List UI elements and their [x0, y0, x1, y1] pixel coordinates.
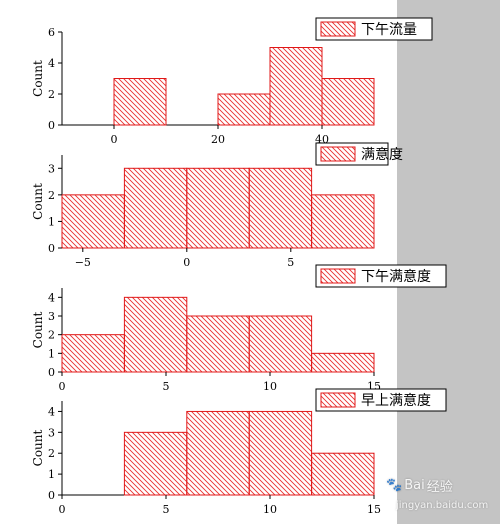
histogram-bar — [321, 78, 375, 126]
histogram-bar — [311, 352, 375, 373]
x-tick-label: 0 — [59, 380, 66, 393]
histogram-bar — [61, 334, 125, 373]
legend-swatch — [320, 146, 356, 162]
y-tick-label: 2 — [48, 329, 55, 342]
y-tick-label: 1 — [48, 347, 55, 360]
y-tick-label: 0 — [48, 366, 55, 379]
y-tick-label: 6 — [48, 26, 55, 39]
x-tick-label: 10 — [263, 503, 277, 516]
y-tick-label: 3 — [48, 426, 55, 439]
histogram-bar — [186, 167, 250, 249]
histogram-bar — [248, 315, 313, 373]
histogram-bar — [217, 93, 271, 126]
legend-swatch — [320, 268, 356, 284]
x-tick-label: 5 — [163, 380, 170, 393]
histogram-bar — [186, 315, 250, 373]
legend-label: 早上满意度 — [361, 392, 431, 409]
x-tick-label: 15 — [367, 503, 381, 516]
x-tick-label: 10 — [263, 380, 277, 393]
histogram-bar — [123, 431, 188, 496]
y-tick-label: 1 — [48, 468, 55, 481]
y-tick-label: 4 — [48, 57, 55, 70]
histogram-bar — [269, 47, 323, 126]
watermark-brand-cn: 经验 — [426, 480, 453, 495]
y-axis-label: Count — [31, 183, 45, 220]
y-tick-label: 3 — [48, 162, 55, 175]
y-tick-label: 0 — [48, 489, 55, 502]
y-axis-label: Count — [31, 311, 45, 348]
histogram-bar — [186, 410, 250, 496]
y-tick-label: 2 — [48, 88, 55, 101]
legend-label: 下午流量 — [361, 22, 417, 38]
legend-label: 下午满意度 — [361, 268, 431, 285]
y-tick-label: 0 — [48, 242, 55, 255]
histogram-bar — [61, 194, 125, 249]
x-tick-label: −5 — [75, 256, 91, 269]
legend: 早上满意度 — [315, 388, 447, 412]
legend-label: 满意度 — [361, 146, 403, 163]
side-panel — [397, 0, 500, 524]
legend-swatch — [320, 392, 356, 408]
y-axis-label: Count — [31, 60, 45, 97]
histogram-bar — [123, 167, 188, 249]
histogram-bar — [311, 452, 375, 496]
y-axis-label: Count — [31, 429, 45, 466]
legend: 下午流量 — [315, 17, 433, 41]
histogram-bar — [113, 78, 167, 126]
chart-2: 0 1 2 3 −5 0 5 Count 满意度 — [31, 142, 403, 269]
watermark-brand: Bai — [404, 478, 425, 493]
legend: 满意度 — [315, 142, 403, 166]
legend: 下午满意度 — [315, 264, 447, 288]
y-tick-label: 1 — [48, 215, 55, 228]
y-tick-label: 0 — [48, 119, 55, 132]
y-tick-label: 2 — [48, 447, 55, 460]
y-tick-label: 4 — [48, 405, 55, 418]
chart-4: 0 1 2 3 4 0 5 10 15 Count 早上满意度 — [31, 388, 447, 516]
y-tick-label: 4 — [48, 291, 55, 304]
y-tick-label: 2 — [48, 189, 55, 202]
paw-icon: 🐾 — [386, 478, 403, 493]
histogram-bar — [123, 296, 188, 373]
x-tick-label: 5 — [287, 256, 294, 269]
watermark: 🐾 Bai 经验 — [386, 476, 453, 495]
x-tick-label: 0 — [59, 503, 66, 516]
x-tick-label: 0 — [183, 256, 190, 269]
x-tick-label: 20 — [211, 133, 225, 146]
histogram-bar — [248, 410, 313, 496]
histogram-bar — [311, 194, 375, 249]
y-tick-label: 3 — [48, 310, 55, 323]
legend-swatch — [320, 21, 356, 37]
histogram-bar — [248, 167, 313, 249]
x-tick-label: 5 — [163, 503, 170, 516]
watermark-url: jingyan.baidu.com — [396, 500, 489, 511]
x-tick-label: 0 — [111, 133, 118, 146]
